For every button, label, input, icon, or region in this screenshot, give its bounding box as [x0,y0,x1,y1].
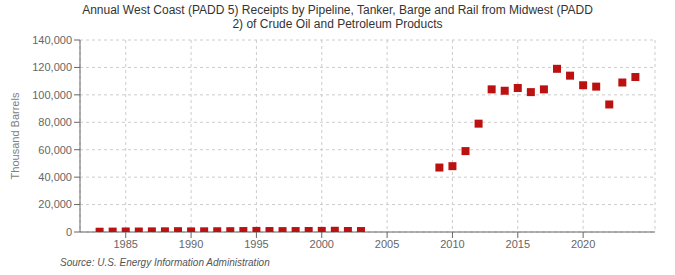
html-text:2) of Crude Oil and Petroleum: 2) of Crude Oil and Petroleum Products [232,17,443,31]
svg-text:2010: 2010 [440,238,464,250]
svg-text:140,000: 140,000 [32,34,72,46]
svg-text:2000: 2000 [310,238,334,250]
svg-text:20,000: 20,000 [38,198,72,210]
svg-text:120,000: 120,000 [32,61,72,73]
svg-text:60,000: 60,000 [38,144,72,156]
svg-text:80,000: 80,000 [38,116,72,128]
svg-text:1990: 1990 [179,238,203,250]
svg-text:2020: 2020 [571,238,595,250]
svg-text:40,000: 40,000 [38,171,72,183]
svg-text:Thousand Barrels: Thousand Barrels [9,92,21,179]
svg-text:1985: 1985 [113,238,137,250]
svg-text:0: 0 [66,226,72,238]
svg-text:2005: 2005 [375,238,399,250]
html-text:Annual West Coast (PADD 5) Rec: Annual West Coast (PADD 5) Receipts by P… [82,3,593,17]
html-text:Source: U.S. Energy Informatio: Source: U.S. Energy Information Administ… [60,257,270,268]
svg-text:1995: 1995 [244,238,268,250]
svg-text:2015: 2015 [506,238,530,250]
svg-text:100,000: 100,000 [32,89,72,101]
